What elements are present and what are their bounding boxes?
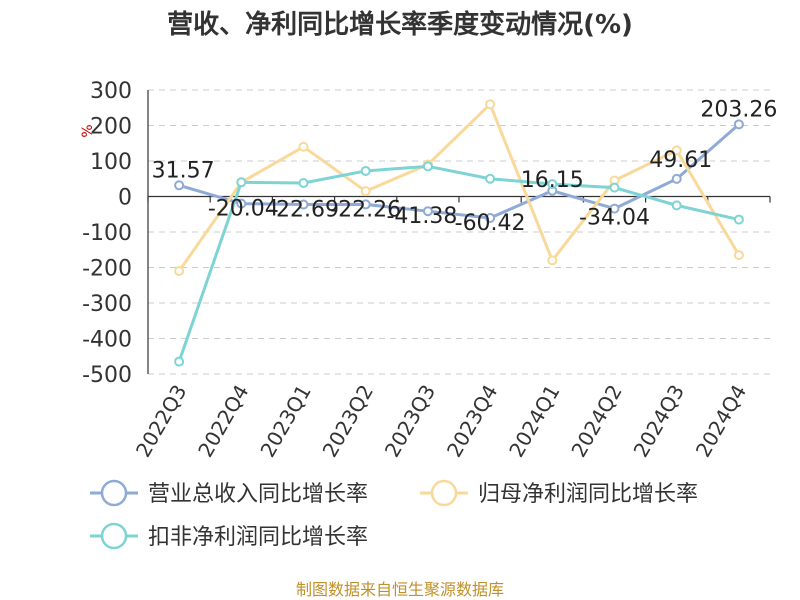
y-axis-unit: % <box>80 124 96 137</box>
y-axis-ticks: 300 200 100 0 -100 -200 -300 -400 -500 <box>82 79 132 388</box>
data-point[interactable] <box>671 145 682 156</box>
data-label: 49.61 <box>649 148 712 173</box>
legend-label: 扣非净利润同比增长率 <box>148 525 368 550</box>
legend-label: 营业总收入同比增长率 <box>148 482 368 507</box>
data-point[interactable] <box>485 173 496 184</box>
data-label: -60.42 <box>455 211 526 236</box>
data-point[interactable] <box>733 119 744 130</box>
axes <box>147 90 771 374</box>
data-label: -20.04 <box>208 197 279 222</box>
data-labels: 31.57 -20.04-22.69-22.26-41.38-60.42 16.15… <box>152 97 778 236</box>
x-tick-label: 2022Q3 <box>131 381 191 462</box>
data-point[interactable] <box>671 173 682 184</box>
series-line <box>178 123 740 220</box>
chart-title: 营收、净利同比增长率季度变动情况(%) <box>167 9 633 40</box>
data-point[interactable] <box>609 203 620 214</box>
data-point[interactable] <box>174 180 185 191</box>
data-point[interactable] <box>298 199 309 210</box>
y-tick-label: 100 <box>90 150 132 175</box>
data-label: -22.69 <box>268 198 339 223</box>
data-point[interactable] <box>174 356 185 367</box>
data-label: 16.15 <box>521 168 584 193</box>
grid-lines <box>148 89 770 375</box>
x-tick-label: 2024Q3 <box>629 381 689 462</box>
y-tick-label: -200 <box>82 257 132 282</box>
y-tick-label: 200 <box>90 115 132 140</box>
x-tick-label: 2024Q1 <box>504 381 564 462</box>
data-label: 31.57 <box>152 158 215 183</box>
data-point[interactable] <box>298 178 309 189</box>
legend-marker-icon <box>100 479 128 507</box>
x-tick-label: 2022Q4 <box>193 381 253 462</box>
data-point[interactable] <box>671 200 682 211</box>
data-point[interactable] <box>422 206 433 217</box>
data-point[interactable] <box>733 214 744 225</box>
data-point[interactable] <box>236 177 247 188</box>
data-label: -34.04 <box>579 206 650 231</box>
data-label: 203.26 <box>700 97 777 122</box>
y-tick-label: -300 <box>82 292 132 317</box>
legend-item[interactable]: 扣非净利润同比增长率 <box>90 522 368 550</box>
series-line <box>177 102 741 272</box>
data-point[interactable] <box>733 250 744 261</box>
data-point[interactable] <box>174 266 185 277</box>
data-point[interactable] <box>485 212 496 223</box>
y-tick-label: -500 <box>82 363 132 388</box>
data-point[interactable] <box>360 165 371 176</box>
data-point[interactable] <box>485 99 496 110</box>
y-tick-label: 300 <box>90 79 132 104</box>
source-note: 制图数据来自恒生聚源数据库 <box>296 580 504 599</box>
x-tick-label: 2023Q4 <box>442 381 502 462</box>
legend-item[interactable]: 归母净利润同比增长率 <box>420 479 698 507</box>
data-point[interactable] <box>547 179 558 190</box>
legend-marker-icon <box>100 522 128 550</box>
data-point[interactable] <box>547 255 558 266</box>
series-line <box>177 164 740 363</box>
data-label: -22.26 <box>330 197 401 222</box>
x-tick-label: 2023Q3 <box>380 381 440 462</box>
y-tick-label: -400 <box>82 328 132 353</box>
data-point[interactable] <box>360 186 371 197</box>
y-tick-label: 0 <box>118 186 132 211</box>
legend-marker-icon <box>430 479 458 507</box>
x-tick-label: 2024Q2 <box>566 381 626 462</box>
data-label: -41.38 <box>386 204 457 229</box>
series-group <box>174 99 744 367</box>
data-point[interactable] <box>422 161 433 172</box>
data-point[interactable] <box>236 198 247 209</box>
data-point[interactable] <box>360 199 371 210</box>
x-tick-label: 2023Q1 <box>255 381 315 462</box>
y-tick-label: -100 <box>82 221 132 246</box>
x-tick-label: 2023Q2 <box>318 381 378 462</box>
legend-item[interactable]: 营业总收入同比增长率 <box>90 479 368 507</box>
x-tick-label: 2024Q4 <box>691 381 751 462</box>
legend-label: 归母净利润同比增长率 <box>478 482 698 507</box>
data-point[interactable] <box>298 141 309 152</box>
x-axis-ticks: 2022Q3 2022Q4 2023Q1 2023Q2 2023Q3 2023Q4 2024… <box>131 381 751 462</box>
data-point[interactable] <box>609 182 620 193</box>
